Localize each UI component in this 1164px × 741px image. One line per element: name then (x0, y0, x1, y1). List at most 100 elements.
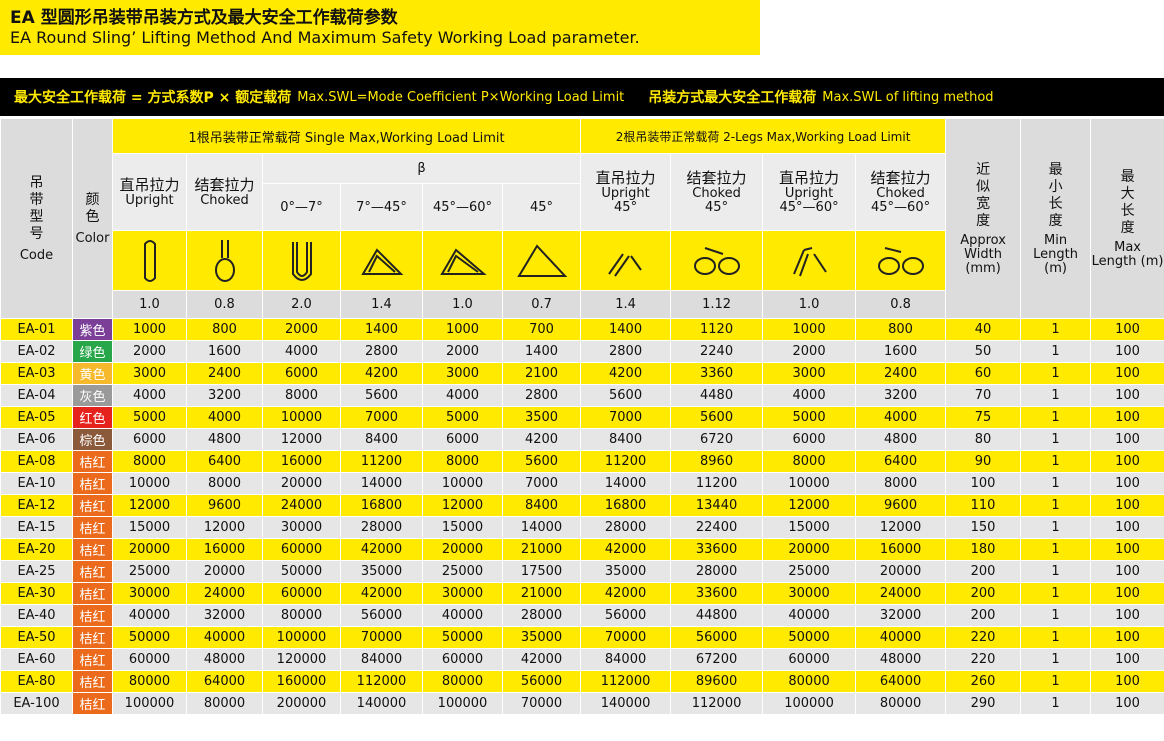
method-en: Max.SWL of lifting method (822, 89, 994, 105)
load: 2000 (262, 318, 341, 341)
load: 22400 (670, 516, 764, 539)
load: 40000 (855, 626, 947, 649)
load: 20000 (112, 538, 187, 561)
load: 16800 (340, 494, 423, 517)
table-row: EA-08 桔红 8000 6400 16000 11200 8000 5600 11200 89… (0, 450, 1164, 473)
header-zh: 结套拉力 (686, 169, 747, 187)
load: 10000 (112, 472, 187, 495)
load: 2400 (186, 362, 263, 385)
code: EA-05 (0, 406, 73, 429)
load: 6400 (186, 450, 263, 473)
coefficient: 1.12 (670, 290, 764, 319)
load: 42000 (580, 538, 672, 561)
load: 8000 (262, 384, 341, 407)
coefficient: 0.8 (186, 290, 263, 319)
max-length: 100 (1090, 626, 1164, 649)
code: EA-60 (0, 648, 73, 671)
load: 13440 (670, 494, 764, 517)
max-length: 100 (1090, 604, 1164, 627)
load: 5600 (580, 384, 672, 407)
load: 2800 (340, 340, 423, 363)
max-length: 100 (1090, 494, 1164, 517)
icon (143, 239, 156, 282)
load: 64000 (186, 670, 263, 693)
icon (360, 247, 403, 275)
load: 1000 (422, 318, 503, 341)
load: 60000 (262, 582, 341, 605)
code: EA-50 (0, 626, 73, 649)
min-length: 1 (1020, 626, 1092, 649)
header-en: Max Length (m) (1091, 239, 1164, 269)
width: 290 (945, 692, 1022, 715)
load: 24000 (186, 582, 263, 605)
icon (291, 241, 312, 281)
load: 89600 (670, 670, 764, 693)
load: 3500 (501, 406, 582, 429)
load: 4480 (670, 384, 764, 407)
load: 6000 (112, 428, 187, 451)
code: EA-02 (0, 340, 73, 363)
load: 84000 (580, 648, 672, 671)
width-header: 近似宽度 Approx Width (mm) (945, 118, 1022, 319)
load: 1400 (340, 318, 423, 341)
formula-en: Max.SWL=Mode Coefficient P×Working Load … (297, 89, 625, 105)
min-length: 1 (1020, 472, 1092, 495)
code: EA-25 (0, 560, 73, 583)
load: 5000 (762, 406, 857, 429)
load: 56000 (670, 626, 764, 649)
color-swatch: 桔红 (72, 648, 113, 671)
load: 48000 (186, 648, 263, 671)
header-angle: 45°—60° (871, 200, 931, 215)
load: 12000 (112, 494, 187, 517)
load: 40000 (112, 604, 187, 627)
header-zh: 结套拉力 (870, 169, 931, 187)
color-swatch: 桔红 (72, 604, 113, 627)
code: EA-03 (0, 362, 73, 385)
header-zh: 近似宽度 (976, 161, 991, 229)
load: 7000 (340, 406, 423, 429)
load: 12000 (855, 516, 947, 539)
width: 110 (945, 494, 1022, 517)
load: 6400 (855, 450, 947, 473)
table-row: EA-01 紫色 1000 800 2000 1400 1000 700 1400 1120 100… (0, 318, 1164, 341)
max-length: 100 (1090, 450, 1164, 473)
load: 12000 (262, 428, 341, 451)
load: 4200 (340, 362, 423, 385)
angle-header: 45°—60° (422, 183, 503, 231)
load: 6720 (670, 428, 764, 451)
header-en: Color (75, 230, 110, 246)
color-swatch: 桔红 (72, 692, 113, 715)
load: 64000 (855, 670, 947, 693)
color-header: 颜色 Color (72, 118, 113, 319)
load: 20000 (262, 472, 341, 495)
load: 112000 (670, 692, 764, 715)
load: 50000 (422, 626, 503, 649)
table-row: EA-40 桔红 40000 32000 80000 56000 40000 28000 560… (0, 604, 1164, 627)
load: 28000 (501, 604, 582, 627)
load: 4000 (186, 406, 263, 429)
load: 140000 (340, 692, 423, 715)
coefficient: 1.4 (340, 290, 423, 319)
load: 2000 (112, 340, 187, 363)
load: 2800 (501, 384, 582, 407)
angle-header: 7°—45° (340, 183, 423, 231)
load: 32000 (855, 604, 947, 627)
beta-header: β (261, 153, 582, 184)
load: 1600 (186, 340, 263, 363)
load: 8400 (501, 494, 582, 517)
load: 1000 (762, 318, 857, 341)
color-swatch: 桔红 (72, 494, 113, 517)
load: 2800 (580, 340, 672, 363)
header-en: Choked (692, 186, 741, 201)
code: EA-04 (0, 384, 73, 407)
width: 200 (945, 560, 1022, 583)
header-angle: 45° (614, 200, 638, 215)
min-length: 1 (1020, 494, 1092, 517)
load: 4800 (186, 428, 263, 451)
code: EA-20 (0, 538, 73, 561)
load: 12000 (186, 516, 263, 539)
load: 70000 (340, 626, 423, 649)
coefficient: 1.0 (422, 290, 503, 319)
